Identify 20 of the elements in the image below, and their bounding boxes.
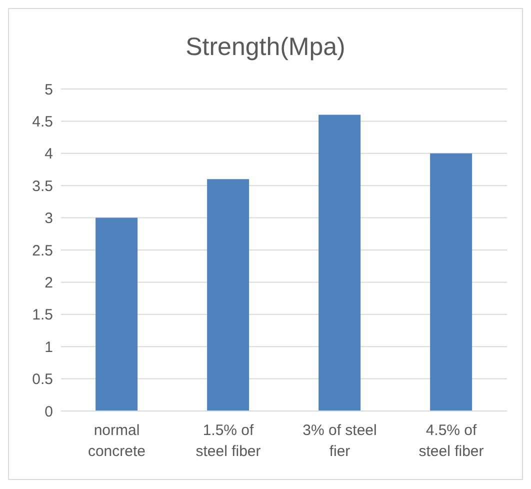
y-tick-label: 3.5 xyxy=(32,178,53,195)
y-tick-label: 0.5 xyxy=(32,371,53,388)
bar xyxy=(318,114,361,411)
y-tick-label: 1 xyxy=(44,338,53,356)
y-tick-label: 4.5 xyxy=(32,114,53,131)
x-tick-label: 4.5% of steel fiber xyxy=(418,422,484,460)
y-tick-label: 3 xyxy=(44,210,53,228)
y-tick-label: 4 xyxy=(44,146,53,163)
y-tick-label: 0 xyxy=(44,403,53,420)
bar xyxy=(96,218,138,411)
bar xyxy=(207,179,250,411)
x-tick-label: normal concrete xyxy=(88,422,146,460)
x-tick-label: 3% of steel fier xyxy=(302,422,377,460)
y-tick-label: 5 xyxy=(44,81,53,98)
y-tick-label: 2 xyxy=(44,274,53,292)
x-tick-label: 1.5% of steel fiber xyxy=(196,422,261,460)
bar xyxy=(430,153,472,411)
y-tick-label: 2.5 xyxy=(32,242,53,260)
chart-title: Strength(Mpa) xyxy=(184,32,346,63)
y-tick-label: 1.5 xyxy=(32,306,53,324)
